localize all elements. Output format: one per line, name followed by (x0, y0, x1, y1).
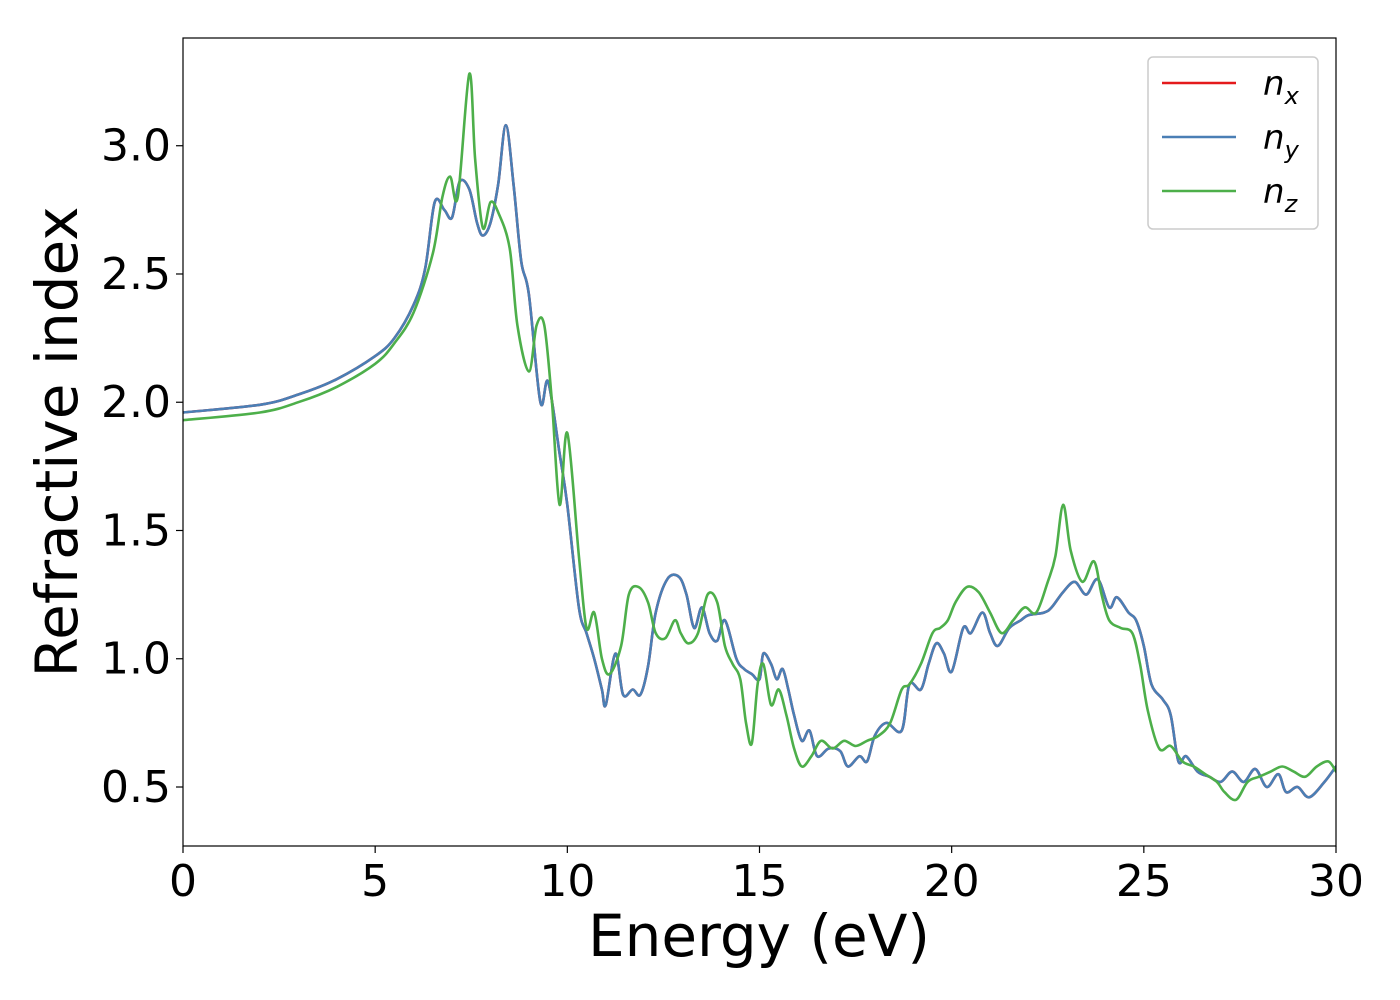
x-tick-label: 20 (924, 856, 980, 907)
legend-label-x: nx (1263, 64, 1300, 110)
x-tick-label: 10 (539, 856, 595, 907)
series-line-y (183, 123, 1336, 799)
y-tick-label: 1.5 (101, 505, 171, 556)
x-tick-label: 0 (169, 856, 197, 907)
y-tick-label: 0.5 (101, 762, 171, 813)
series-layer (183, 72, 1336, 802)
legend-label-y: ny (1263, 118, 1300, 164)
legend: nx ny nz (1147, 56, 1319, 230)
series-line-z (183, 72, 1336, 802)
y-axis-title: Refractive index (23, 206, 91, 677)
x-tick-label: 25 (1116, 856, 1172, 907)
y-tick-label: 1.0 (101, 634, 171, 685)
legend-box (1147, 56, 1319, 230)
x-axis: 0 5 10 15 20 25 30 (169, 846, 1364, 907)
legend-label-z: nz (1263, 172, 1299, 218)
y-axis: 0.5 1.0 1.5 2.0 2.5 3.0 (101, 121, 183, 813)
y-tick-label: 2.5 (101, 249, 171, 300)
x-tick-label: 30 (1308, 856, 1364, 907)
x-axis-title: Energy (eV) (588, 902, 930, 970)
y-tick-label: 3.0 (101, 121, 171, 172)
y-tick-label: 2.0 (101, 377, 171, 428)
x-tick-label: 15 (732, 856, 788, 907)
x-tick-label: 5 (361, 856, 389, 907)
